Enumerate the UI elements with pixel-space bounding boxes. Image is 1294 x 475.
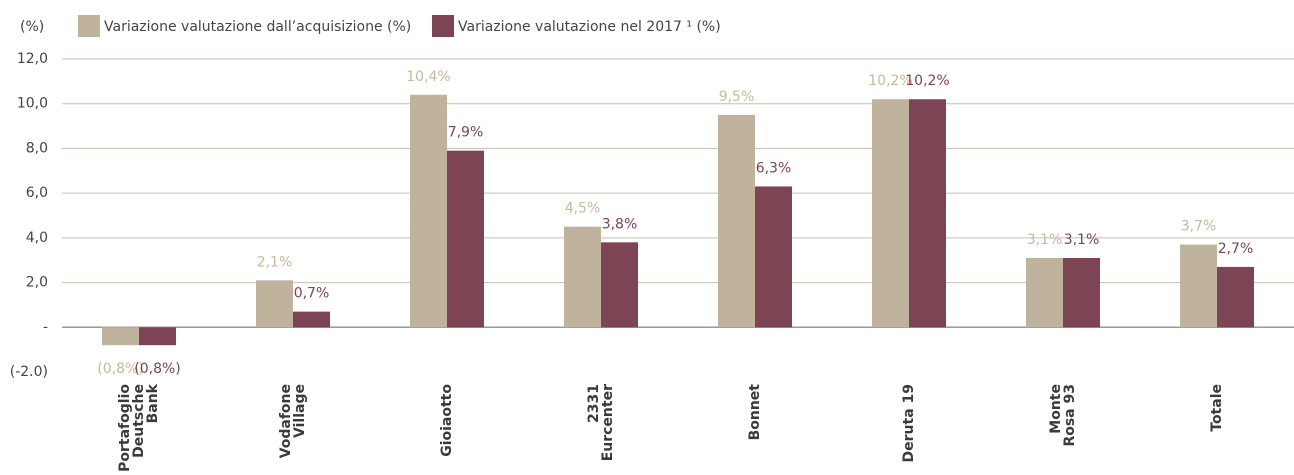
x-tick-label: Portafoglio bbox=[117, 384, 133, 472]
bar bbox=[718, 114, 755, 328]
x-tick-label: Bonnet bbox=[747, 384, 763, 441]
value-label: 6,3% bbox=[756, 160, 792, 176]
y-tick-label: 4,0 bbox=[26, 230, 48, 246]
y-tick-label: - bbox=[43, 319, 48, 335]
value-label: 2,7% bbox=[1218, 241, 1254, 257]
value-label: 3,8% bbox=[602, 216, 638, 232]
value-label: (0,8%) bbox=[134, 361, 181, 377]
legend-swatch bbox=[78, 15, 100, 37]
x-tick-label: Rosa 93 bbox=[1062, 384, 1078, 447]
y-tick-label: 10,0 bbox=[17, 96, 48, 112]
value-label: 10,2% bbox=[868, 73, 912, 89]
bar bbox=[410, 94, 447, 328]
value-label: 3,7% bbox=[1181, 219, 1217, 235]
bar bbox=[755, 186, 792, 328]
x-tick-label: Deutsche bbox=[131, 384, 147, 458]
legend-label: Variazione valutazione nel 2017 ¹ (%) bbox=[458, 19, 721, 35]
bar bbox=[601, 242, 638, 328]
bar bbox=[1063, 257, 1100, 328]
value-label: 3,1% bbox=[1064, 232, 1100, 248]
value-label: 10,2% bbox=[905, 73, 949, 89]
bar bbox=[447, 150, 484, 328]
x-tick-label: Deruta 19 bbox=[901, 384, 917, 462]
legend-label: Variazione valutazione dall’acquisizione… bbox=[104, 19, 411, 35]
x-tick-label: 2331 bbox=[586, 384, 602, 423]
bar bbox=[1026, 257, 1063, 328]
value-label: 3,1% bbox=[1027, 232, 1063, 248]
y-tick-label: 12,0 bbox=[17, 51, 48, 67]
x-tick-label: Village bbox=[292, 384, 308, 438]
value-label: 4,5% bbox=[565, 201, 601, 217]
bar bbox=[102, 327, 139, 346]
value-label: 9,5% bbox=[719, 89, 755, 105]
y-tick-label: 6,0 bbox=[26, 185, 48, 201]
x-tick-label: Monte bbox=[1048, 384, 1064, 434]
x-tick-label: Bank bbox=[145, 383, 161, 423]
x-tick-label: Vodafone bbox=[278, 384, 294, 458]
value-label: 0,7% bbox=[294, 286, 330, 302]
value-label: (0,8%) bbox=[97, 361, 144, 377]
y-unit: (%) bbox=[20, 19, 44, 35]
bar bbox=[139, 327, 176, 346]
bar bbox=[564, 226, 601, 328]
y-tick-label: 2,0 bbox=[26, 275, 48, 291]
x-tick-label: Totale bbox=[1209, 384, 1225, 432]
bar bbox=[1180, 244, 1217, 328]
legend-swatch bbox=[432, 15, 454, 37]
bar bbox=[293, 311, 330, 328]
bar bbox=[909, 99, 946, 328]
y-tick-label: 8,0 bbox=[26, 140, 48, 156]
y-tick-label: (-2.0) bbox=[10, 364, 48, 380]
bar bbox=[1217, 266, 1254, 328]
value-label: 2,1% bbox=[257, 254, 293, 270]
x-tick-label: Gioiaotto bbox=[439, 384, 455, 457]
bar bbox=[256, 280, 293, 328]
value-label: 10,4% bbox=[406, 69, 450, 85]
x-tick-label: Eurcenter bbox=[600, 384, 616, 461]
bar bbox=[872, 99, 909, 328]
value-label: 7,9% bbox=[448, 125, 484, 141]
